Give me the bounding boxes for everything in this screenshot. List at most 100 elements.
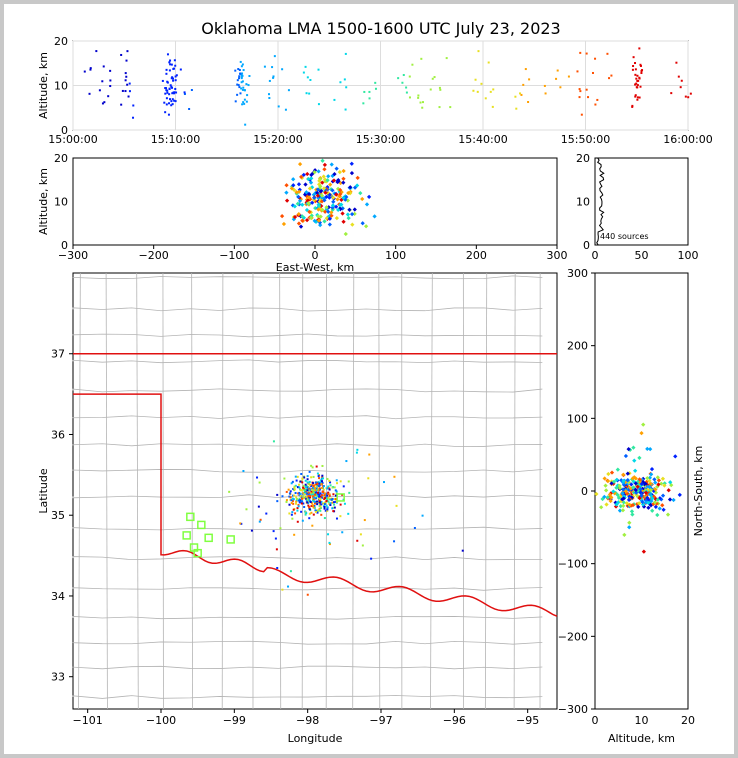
source-point xyxy=(101,80,104,83)
source-point xyxy=(317,474,320,477)
source-point xyxy=(289,570,292,573)
source-point xyxy=(314,493,317,496)
source-point xyxy=(329,503,332,506)
x-tick-label: −200 xyxy=(139,249,169,262)
source-point xyxy=(288,512,291,515)
source-point xyxy=(256,476,259,479)
source-point xyxy=(632,458,637,463)
source-point xyxy=(292,494,295,497)
source-point xyxy=(634,73,637,76)
source-point xyxy=(472,89,475,92)
source-point xyxy=(301,481,304,484)
source-point xyxy=(237,84,240,87)
source-point xyxy=(340,211,345,216)
y-tick-label: 36 xyxy=(51,428,65,441)
source-point xyxy=(311,499,314,502)
y-tick-label: 0 xyxy=(61,239,68,252)
source-point xyxy=(241,72,244,75)
source-point xyxy=(325,495,328,498)
y-tick-label: 300 xyxy=(567,267,588,280)
source-point xyxy=(343,502,346,505)
source-point xyxy=(656,482,661,487)
source-point xyxy=(308,470,311,473)
source-point xyxy=(334,489,337,492)
source-point xyxy=(309,483,312,486)
source-point xyxy=(621,503,626,508)
source-point xyxy=(668,480,673,485)
source-point xyxy=(272,440,275,443)
source-point xyxy=(307,492,310,495)
source-point xyxy=(312,506,315,509)
source-point xyxy=(323,517,326,520)
source-point xyxy=(103,101,106,104)
source-point xyxy=(310,476,313,479)
source-point xyxy=(299,174,304,179)
source-point xyxy=(236,93,239,96)
source-point xyxy=(393,475,396,478)
source-point xyxy=(305,492,308,495)
source-point xyxy=(514,95,517,98)
source-point xyxy=(301,519,304,522)
source-point xyxy=(285,499,288,502)
source-point xyxy=(329,502,332,505)
source-point xyxy=(349,161,354,166)
source-point xyxy=(356,448,359,451)
source-point xyxy=(326,477,329,480)
source-point xyxy=(650,496,655,501)
source-point xyxy=(312,485,315,488)
source-point xyxy=(124,90,127,93)
source-point xyxy=(324,497,327,500)
source-point xyxy=(605,478,611,484)
source-point xyxy=(297,161,303,167)
county-line xyxy=(72,665,543,670)
alt-hist-panel: 0 50 100 0 10 20 440 sources xyxy=(576,152,699,262)
source-point xyxy=(445,57,448,60)
source-point xyxy=(489,90,492,93)
source-point xyxy=(241,103,244,106)
source-point xyxy=(161,79,164,82)
source-point xyxy=(606,471,611,477)
source-point xyxy=(315,491,318,494)
source-point xyxy=(355,175,360,181)
source-point xyxy=(303,487,306,490)
source-point xyxy=(299,488,302,491)
source-point xyxy=(303,493,306,496)
source-point xyxy=(639,431,644,436)
source-point xyxy=(335,517,338,520)
source-point xyxy=(127,95,130,98)
x-axis-label: Altitude, km xyxy=(608,732,675,745)
y-tick-label: 20 xyxy=(54,152,68,165)
source-point xyxy=(544,92,547,95)
source-point xyxy=(352,211,357,216)
source-point xyxy=(121,89,124,92)
source-point xyxy=(242,69,245,72)
source-point xyxy=(295,479,298,482)
source-point xyxy=(290,499,293,502)
source-point xyxy=(594,103,597,106)
source-point xyxy=(636,84,639,87)
source-point xyxy=(292,204,297,209)
source-point xyxy=(318,485,321,488)
source-point xyxy=(290,513,293,516)
source-point xyxy=(604,488,609,493)
source-point xyxy=(321,174,326,179)
source-point xyxy=(318,223,323,228)
source-point xyxy=(461,549,464,552)
x-tick-label: −95 xyxy=(516,714,539,727)
source-point xyxy=(109,79,112,82)
source-point xyxy=(337,170,342,175)
source-point xyxy=(308,506,311,509)
source-point xyxy=(336,207,341,212)
source-point xyxy=(317,103,320,106)
y-tick-label: 33 xyxy=(51,671,65,684)
source-point xyxy=(594,491,599,497)
county-line xyxy=(279,272,282,710)
source-point xyxy=(258,520,261,523)
source-point xyxy=(622,532,627,538)
source-point xyxy=(320,503,323,506)
source-point xyxy=(244,123,247,126)
ew-alt-panel: −300 −200 −100 0 100 200 300 0 10 20 East-West, km… xyxy=(37,152,568,274)
source-point xyxy=(174,75,177,78)
source-point xyxy=(306,498,309,501)
source-point xyxy=(234,69,237,72)
